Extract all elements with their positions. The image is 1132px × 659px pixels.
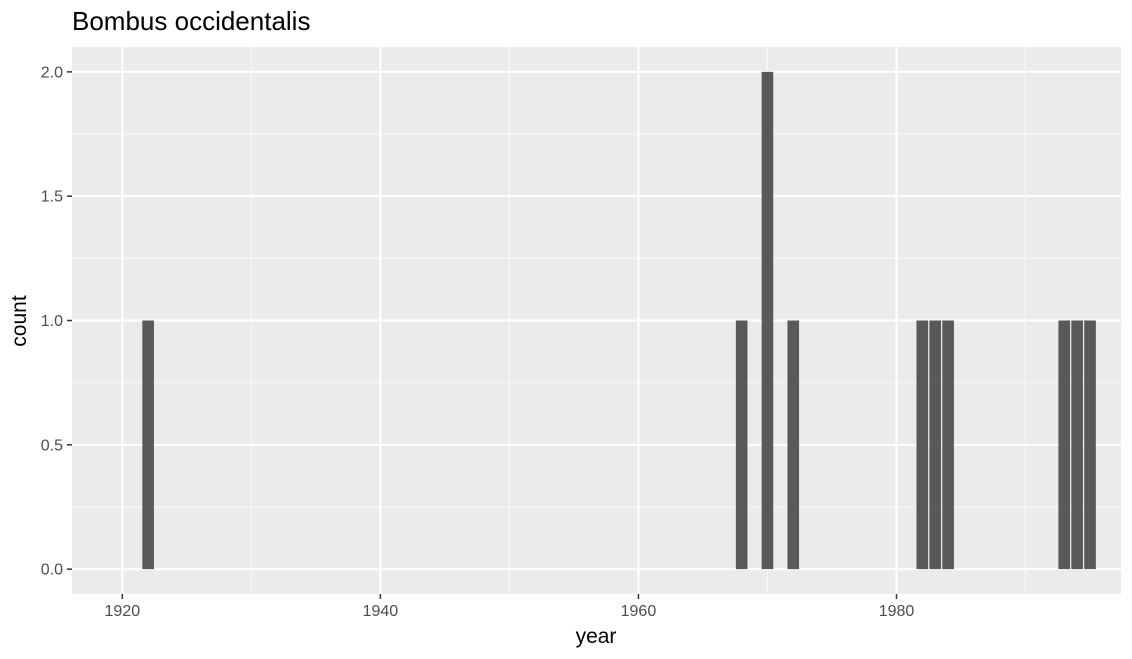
y-axis: 0.0 0.5 1.0 1.5 2.0 [41, 64, 72, 579]
y-axis-title: count [8, 295, 31, 347]
chart-title: Bombus occidentalis [72, 6, 310, 36]
bar [929, 320, 942, 570]
bar [787, 320, 800, 570]
x-axis: 1920 1940 1960 1980 [105, 594, 915, 620]
grid-major [72, 47, 1121, 594]
bar [142, 320, 154, 570]
bar [1071, 320, 1083, 570]
y-tick-label: 0.0 [41, 562, 63, 579]
x-axis-title: year [576, 625, 617, 648]
y-tick-label: 2.0 [41, 64, 63, 81]
bar [942, 320, 954, 570]
bar [761, 71, 774, 570]
y-tick-label: 1.0 [41, 313, 63, 330]
y-tick-label: 0.5 [41, 437, 63, 454]
bar [916, 320, 929, 570]
y-tick-label: 1.5 [41, 189, 63, 206]
x-tick-label: 1920 [105, 603, 141, 620]
bar [735, 320, 748, 570]
bar [1058, 320, 1071, 570]
bars [142, 71, 1096, 570]
bar [1084, 320, 1096, 570]
x-tick-label: 1940 [363, 603, 399, 620]
x-tick-label: 1980 [879, 603, 915, 620]
x-tick-label: 1960 [621, 603, 657, 620]
